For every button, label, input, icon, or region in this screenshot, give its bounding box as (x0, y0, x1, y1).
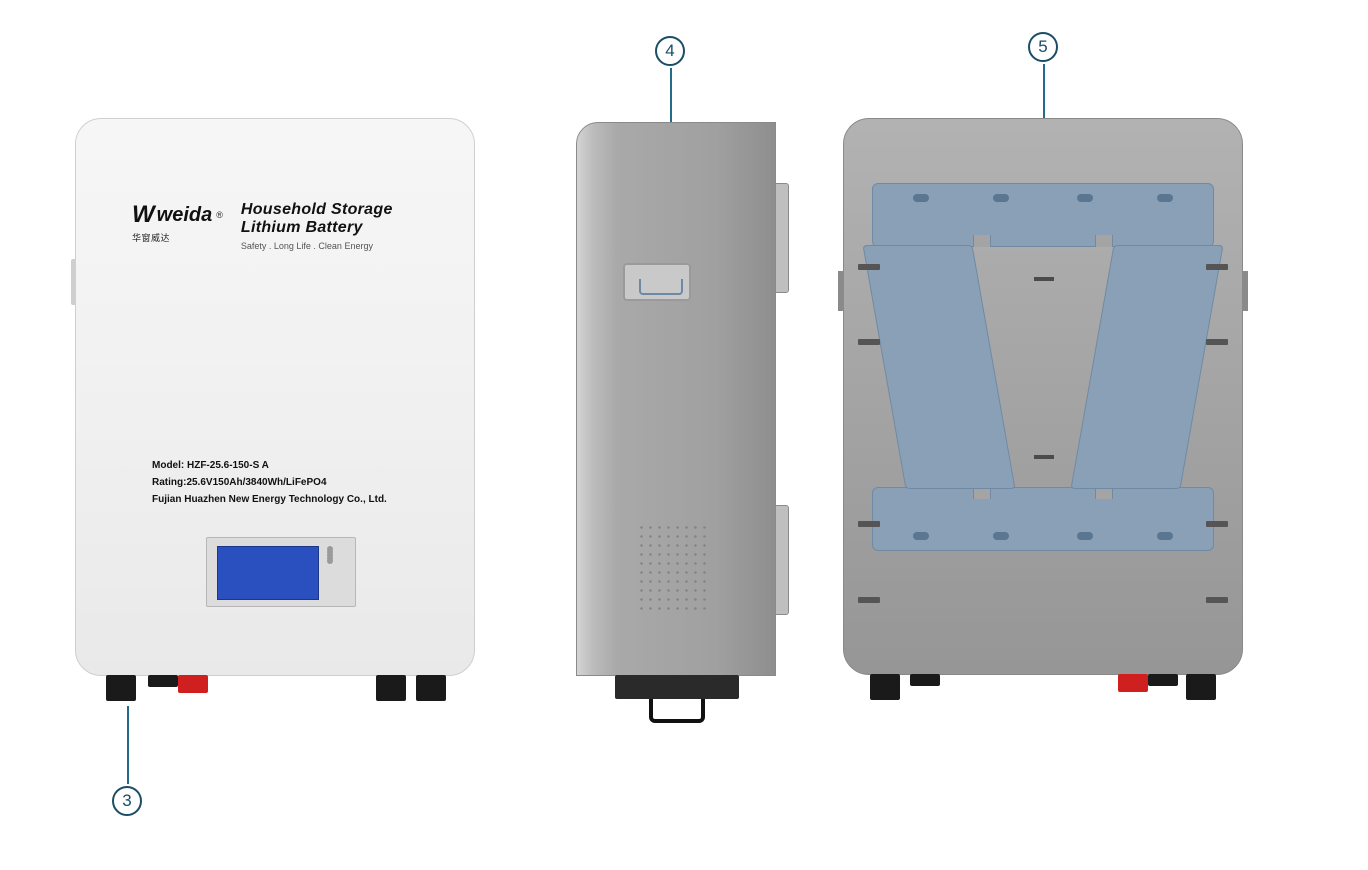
front-side-slot (71, 259, 76, 305)
mount-hole (1077, 532, 1093, 540)
lcd-screen (217, 546, 319, 600)
brand-logo: W weida ® (132, 201, 223, 229)
mount-pillar-right (1070, 245, 1223, 489)
screw (1206, 264, 1228, 270)
mount-hole (1157, 532, 1173, 540)
logo-mark-icon: W (132, 201, 153, 229)
spec-block: Model: HZF-25.6-150-S A Rating:25.6V150A… (152, 457, 387, 508)
mount-hole (913, 194, 929, 202)
spec-model: Model: HZF-25.6-150-S A (152, 457, 387, 474)
mount-rail (775, 183, 789, 293)
brand-logo-block: W weida ® 华窗威达 (132, 201, 223, 244)
brand-row: W weida ® 华窗威达 Household Storage Lithium… (132, 201, 444, 251)
terminal-stub (148, 675, 178, 687)
terminal-red (178, 675, 208, 693)
screw (1206, 339, 1228, 345)
foot-right-2 (416, 675, 446, 701)
mount-bar-bottom (872, 487, 1214, 551)
mount-hole (1077, 194, 1093, 202)
callout-circle-4: 4 (655, 36, 685, 66)
callout-number: 4 (665, 41, 674, 61)
brand-right: Household Storage Lithium Battery Safety… (241, 201, 444, 251)
screw (858, 597, 880, 603)
mount-notch (973, 235, 991, 247)
screw (1206, 597, 1228, 603)
diagram-canvas: 4 5 3 W weida ® 华窗威达 Household Storage L… (0, 0, 1368, 870)
side-mount-rails (775, 123, 789, 675)
lcd-panel (206, 537, 356, 607)
mount-hole (1157, 194, 1173, 202)
callout-circle-5: 5 (1028, 32, 1058, 62)
battery-back-view (843, 118, 1243, 675)
back-side-slot (838, 271, 844, 311)
foot-right-1 (376, 675, 406, 701)
callout-leader-3 (127, 706, 129, 784)
screw (858, 264, 880, 270)
lcd-button-column (327, 544, 349, 556)
mount-notch (1095, 235, 1113, 247)
back-side-slot (1242, 271, 1248, 311)
side-bottom-base (615, 675, 739, 699)
product-subtitle: Safety . Long Life . Clean Energy (241, 241, 444, 251)
vent-grid-icon (637, 523, 707, 613)
mount-pillar-left (862, 245, 1015, 489)
mount-hole (993, 194, 1009, 202)
screw (858, 339, 880, 345)
spec-company: Fujian Huazhen New Energy Technology Co.… (152, 491, 387, 508)
slit (1034, 455, 1054, 459)
battery-front-view: W weida ® 华窗威达 Household Storage Lithium… (75, 118, 475, 676)
callout-number: 5 (1038, 37, 1047, 57)
mount-hole (913, 532, 929, 540)
terminal-black-left (106, 675, 136, 701)
side-bottom-bracket (649, 699, 705, 723)
battery-side-view (576, 122, 776, 676)
mount-hole (993, 532, 1009, 540)
logo-subtext: 华窗威达 (132, 231, 223, 244)
product-title: Household Storage Lithium Battery (241, 201, 444, 237)
screw (858, 521, 880, 527)
foot-back-right (1186, 674, 1216, 700)
foot-back-stub2 (1148, 674, 1178, 686)
spec-rating: Rating:25.6V150Ah/3840Wh/LiFePO4 (152, 474, 387, 491)
logo-text: weida (157, 204, 213, 227)
terminal-red-back (1118, 674, 1148, 692)
callout-circle-3: 3 (112, 786, 142, 816)
callout-number: 3 (122, 791, 131, 811)
side-handle (623, 263, 691, 301)
foot-back-left (870, 674, 900, 700)
mount-rail (775, 505, 789, 615)
logo-registered: ® (216, 210, 223, 220)
screw (1206, 521, 1228, 527)
mount-bar-top (872, 183, 1214, 247)
slit (1034, 277, 1054, 281)
foot-back-stub (910, 674, 940, 686)
